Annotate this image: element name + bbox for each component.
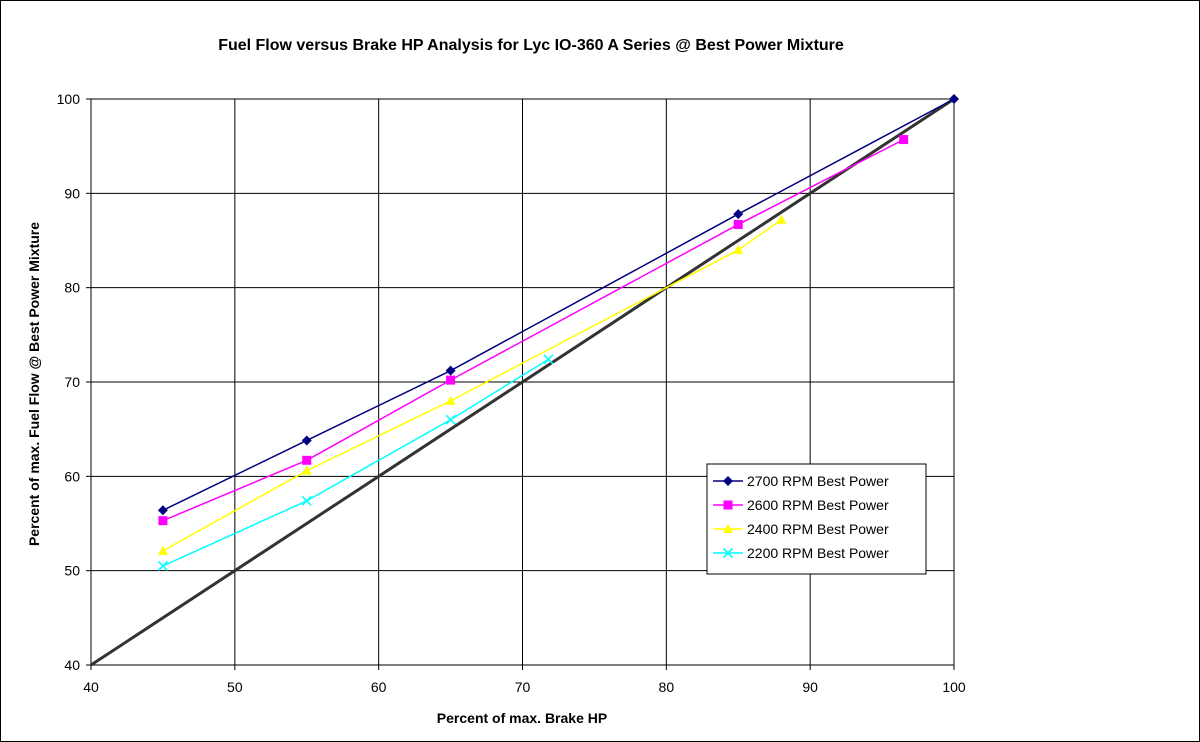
- x-tick-label: 50: [227, 679, 243, 695]
- y-tick-label: 40: [64, 657, 80, 673]
- y-axis-title: Percent of max. Fuel Flow @ Best Power M…: [26, 222, 42, 546]
- y-tick-label: 80: [64, 280, 80, 296]
- series-1: [157, 94, 959, 516]
- data-point: [949, 94, 959, 104]
- data-point: [899, 135, 909, 145]
- series-layer: [157, 94, 959, 572]
- series-line-4: [162, 358, 549, 567]
- data-point: [733, 219, 743, 229]
- x-tick-label: 40: [83, 679, 99, 695]
- data-point: [446, 375, 456, 385]
- data-point: [302, 455, 312, 465]
- chart-title: Fuel Flow versus Brake HP Analysis for L…: [218, 37, 844, 54]
- legend: 2700 RPM Best Power 2600 RPM Best Power 24…: [706, 463, 927, 575]
- legend-item: 2700 RPM Best Power: [713, 473, 889, 489]
- legend-label: 2400 RPM Best Power: [747, 521, 889, 537]
- legend-item: 2400 RPM Best Power: [713, 521, 889, 537]
- legend-label: 2600 RPM Best Power: [747, 497, 889, 513]
- data-point: [776, 214, 787, 224]
- tick-labels: 40 50 60 70 80 90 100 40 50 60 70 80 90 100: [57, 91, 966, 695]
- x-tick-label: 80: [659, 679, 675, 695]
- series-4: [157, 354, 554, 572]
- legend-item: 2600 RPM Best Power: [713, 497, 889, 513]
- x-tick-label: 60: [371, 679, 387, 695]
- y-tick-label: 60: [64, 468, 80, 484]
- data-point: [301, 435, 312, 446]
- series-3: [157, 214, 787, 555]
- y-tick-label: 50: [64, 563, 80, 579]
- data-point: [157, 545, 168, 555]
- legend-item: 2200 RPM Best Power: [713, 545, 889, 561]
- data-point-b: [157, 560, 168, 572]
- x-tick-label: 90: [802, 679, 818, 695]
- data-point-b: [445, 414, 456, 425]
- legend-label: 2700 RPM Best Power: [747, 473, 889, 489]
- legend-marker: [723, 476, 733, 486]
- legend-marker: [723, 500, 733, 510]
- data-point-b: [301, 495, 312, 506]
- legend-marker: [723, 524, 733, 533]
- y-tick-label: 100: [57, 91, 81, 107]
- reference-line-layer: [90, 97, 955, 667]
- data-point-b: [543, 354, 554, 365]
- reference-line: [90, 97, 955, 667]
- legend-label: 2200 RPM Best Power: [747, 545, 889, 561]
- data-point: [157, 560, 168, 572]
- series-2: [158, 135, 909, 526]
- x-axis-title: Percent of max. Brake HP: [437, 710, 607, 726]
- y-tick-label: 70: [64, 374, 80, 390]
- series-line-3: [162, 219, 782, 552]
- legend-marker: [722, 547, 734, 559]
- x-tick-label: 70: [515, 679, 531, 695]
- data-point: [445, 414, 456, 425]
- x-tick-label: 100: [942, 679, 966, 695]
- axes: [86, 98, 955, 670]
- data-point: [733, 209, 744, 220]
- legend-marker-b: [722, 547, 734, 559]
- data-point: [445, 395, 456, 405]
- data-point: [301, 495, 312, 506]
- y-tick-label: 90: [64, 185, 80, 201]
- data-point: [733, 244, 744, 254]
- data-point: [445, 365, 456, 376]
- data-point: [157, 505, 168, 516]
- series-line-1: [162, 98, 955, 511]
- data-point: [158, 516, 168, 526]
- legend-box: [706, 463, 927, 575]
- data-point: [543, 354, 554, 365]
- data-point: [301, 465, 312, 475]
